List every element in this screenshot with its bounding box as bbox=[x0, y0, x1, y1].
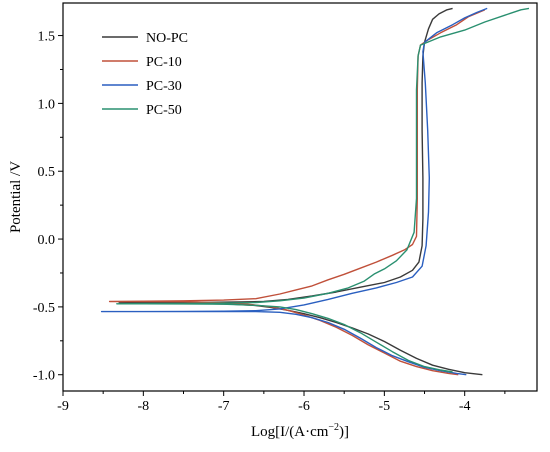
x-axis-title-superscript: −2 bbox=[328, 422, 339, 433]
legend-label-pc-50: PC-50 bbox=[146, 103, 182, 118]
legend-label-pc-30: PC-30 bbox=[146, 79, 182, 94]
x-tick-label: -8 bbox=[138, 399, 150, 414]
x-axis-title-end: )] bbox=[339, 424, 349, 440]
legend: NO-PC PC-10 PC-30 PC-50 bbox=[102, 31, 188, 118]
legend-item-no-pc: NO-PC bbox=[102, 31, 188, 46]
x-axis-title-main: Log[I/(A·cm bbox=[251, 424, 329, 440]
y-tick-label: 0.0 bbox=[38, 233, 56, 248]
x-axis-title: Log[I/(A·cm−2)] bbox=[251, 422, 349, 440]
x-tick-label: -6 bbox=[298, 399, 310, 414]
series-line-pc-30 bbox=[100, 7, 488, 376]
x-tick-label: -9 bbox=[57, 399, 69, 414]
legend-item-pc-10: PC-10 bbox=[102, 55, 182, 70]
plot-frame bbox=[62, 2, 538, 392]
legend-label-no-pc: NO-PC bbox=[146, 31, 188, 46]
series-line-pc-50 bbox=[116, 7, 530, 373]
series-line-pc-10 bbox=[108, 9, 486, 376]
y-tick-label: 1.0 bbox=[38, 97, 56, 112]
y-axis-title: Potential /V bbox=[8, 161, 24, 233]
x-tick-label: -7 bbox=[218, 399, 230, 414]
legend-item-pc-30: PC-30 bbox=[102, 79, 182, 94]
y-tick-label: -1.0 bbox=[33, 369, 55, 384]
y-tick-label: -0.5 bbox=[33, 301, 55, 316]
series-line-no-pc bbox=[118, 7, 483, 376]
x-tick-label: -4 bbox=[459, 399, 471, 414]
series-layer bbox=[100, 7, 530, 376]
y-tick-label: 1.5 bbox=[38, 30, 56, 45]
x-axis-ticks: -9 -8 -7 -6 -5 -4 bbox=[57, 391, 506, 414]
legend-label-pc-10: PC-10 bbox=[146, 55, 182, 70]
y-axis-ticks: -1.0 -0.5 0.0 0.5 1.0 1.5 bbox=[33, 30, 63, 384]
x-tick-label: -5 bbox=[379, 399, 391, 414]
legend-item-pc-50: PC-50 bbox=[102, 103, 182, 118]
y-tick-label: 0.5 bbox=[38, 165, 56, 180]
